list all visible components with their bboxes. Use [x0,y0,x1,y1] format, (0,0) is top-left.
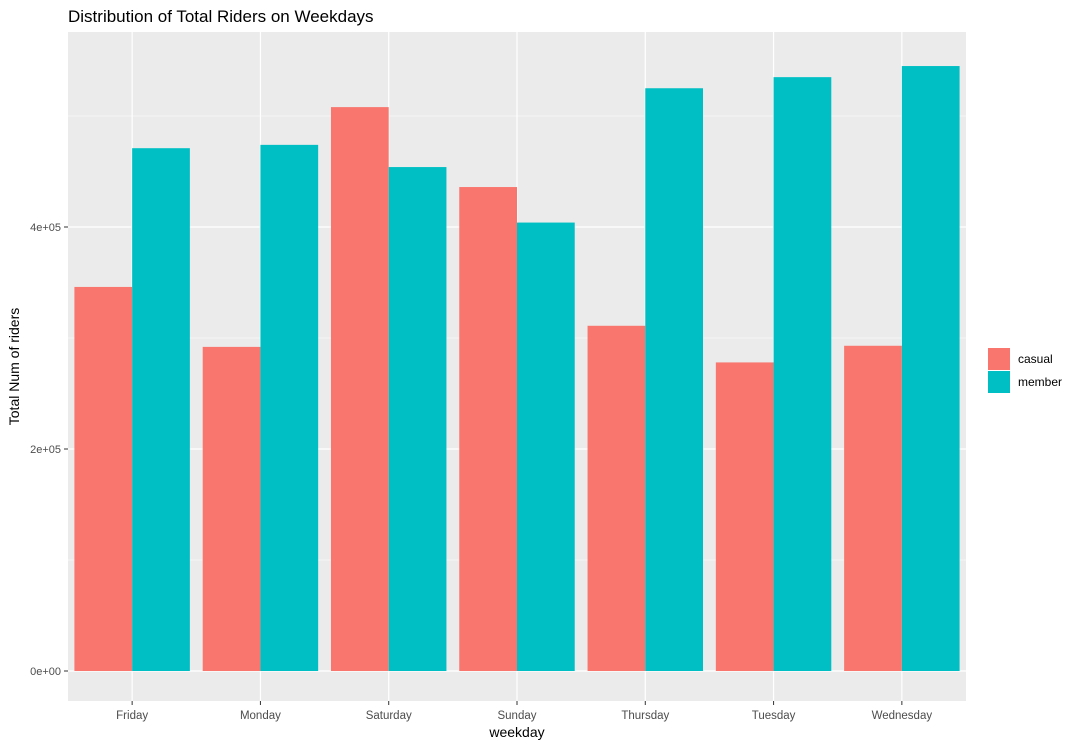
legend-label-member: member [1018,375,1062,389]
y-axis: 0e+00 2e+05 4e+05 [30,222,68,678]
x-tick-label: Wednesday [872,710,933,722]
bar-casual-tuesday [715,362,774,671]
legend-key-casual [988,348,1010,370]
legend-label-casual: casual [1018,352,1053,366]
x-axis-title: weekday [488,724,544,740]
x-tick-label: Sunday [497,710,536,722]
y-tick-label: 4e+05 [30,222,61,234]
bar-member-monday [260,144,319,672]
bar-casual-friday [74,286,133,671]
bar-casual-saturday [330,107,389,672]
bar-member-thursday [645,88,704,671]
bar-casual-thursday [587,325,646,671]
bar-member-wednesday [901,66,960,672]
chart-title: Distribution of Total Riders on Weekdays [68,7,374,26]
y-tick-label: 0e+00 [30,666,61,678]
bar-member-friday [132,148,190,671]
bar-member-sunday [517,222,575,671]
legend-key-member [988,371,1010,393]
bars [74,66,960,672]
bar-member-tuesday [773,77,832,671]
y-tick-label: 2e+05 [30,444,61,456]
x-tick-label: Tuesday [752,710,796,722]
bar-casual-wednesday [844,345,902,671]
legend: casual member [988,348,1062,393]
y-axis-title: Total Num of riders [6,308,22,425]
x-axis: Friday Monday Saturday Sunday Thursday Tuesda… [116,701,932,722]
bar-casual-sunday [459,187,517,672]
bar-member-saturday [388,167,447,671]
x-tick-label: Friday [116,710,148,722]
x-tick-label: Monday [240,710,281,722]
bar-casual-monday [202,346,261,671]
x-tick-label: Thursday [621,710,669,722]
x-tick-label: Saturday [366,710,412,722]
